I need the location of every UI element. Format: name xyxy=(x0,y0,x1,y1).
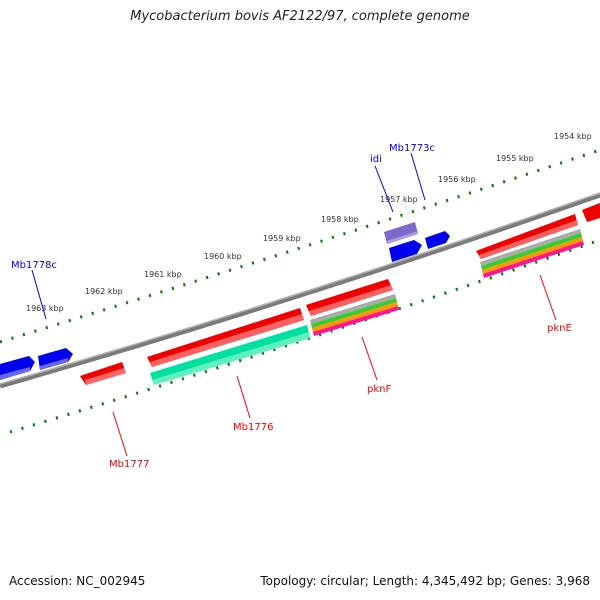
gene-red-right[interactable] xyxy=(582,203,600,222)
gene-label-mb1778c[interactable]: Mb1778c xyxy=(11,260,57,271)
leader-line xyxy=(31,269,47,320)
scale-label: 1956 kbp xyxy=(438,175,476,184)
leader-line xyxy=(410,152,426,201)
scale-label: 1962 kbp xyxy=(85,287,123,296)
scale-label: 1958 kbp xyxy=(321,215,359,224)
scale-label: 1963 kbp xyxy=(26,304,64,313)
leader-line xyxy=(374,165,394,213)
inner-scale-line xyxy=(9,238,600,434)
genome-summary-text: Topology: circular; Length: 4,345,492 bp… xyxy=(260,574,590,588)
gene-pkne[interactable] xyxy=(476,214,584,278)
leader-line xyxy=(112,411,128,457)
scale-label: 1959 kbp xyxy=(263,234,301,243)
scale-label: 1957 kbp xyxy=(380,195,418,204)
scale-label: 1954 kbp xyxy=(554,132,592,141)
leader-line xyxy=(236,375,251,419)
accession-text: Accession: NC_002945 xyxy=(9,574,146,588)
map-title: Mycobacterium bovis AF2122/97, complete … xyxy=(130,9,470,24)
gene-label-pkne[interactable]: pknE xyxy=(547,323,572,334)
gene-label-mb1773c[interactable]: Mb1773c xyxy=(389,143,435,154)
gene-label-pknf[interactable]: pknF xyxy=(367,384,391,395)
gene-pknf[interactable] xyxy=(306,279,399,336)
outer-scale-line xyxy=(0,148,600,344)
gene-mb1778c[interactable] xyxy=(38,348,73,370)
leader-line xyxy=(539,274,557,321)
scale-label: 1960 kbp xyxy=(204,252,242,261)
scale-label: 1955 kbp xyxy=(496,154,534,163)
gene-idi-shade xyxy=(386,231,418,244)
gene-mb1776[interactable] xyxy=(147,308,310,385)
gene-mb1777[interactable] xyxy=(80,362,126,385)
gene-mb1773c[interactable] xyxy=(425,231,450,249)
scale-label: 1961 kbp xyxy=(144,270,182,279)
genome-backbone xyxy=(0,192,600,389)
gene-mb1778c-left[interactable] xyxy=(0,356,35,380)
gene-label-mb1777[interactable]: Mb1777 xyxy=(109,459,149,470)
backbone-highlight xyxy=(0,192,600,385)
gene-idi[interactable] xyxy=(384,222,418,244)
gene-label-idi[interactable]: idi xyxy=(370,154,382,165)
leader-line xyxy=(361,336,378,381)
gene-blue-a[interactable] xyxy=(389,240,422,262)
gene-label-mb1776[interactable]: Mb1776 xyxy=(233,422,273,433)
